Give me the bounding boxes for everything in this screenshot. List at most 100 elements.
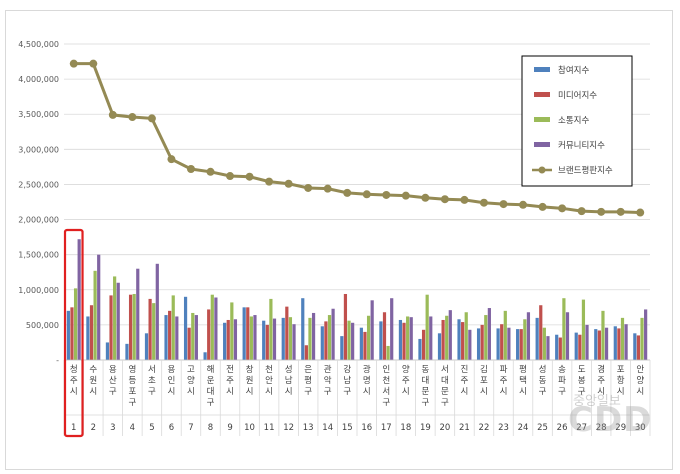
bar-참여지수 xyxy=(516,329,520,360)
bar-커뮤니티지수 xyxy=(429,316,433,360)
bar-커뮤니티지수 xyxy=(487,308,491,360)
line-point xyxy=(265,177,274,186)
bar-미디어지수 xyxy=(597,330,601,360)
bar-미디어지수 xyxy=(324,321,328,360)
rank-label: 19 xyxy=(420,423,431,433)
bar-커뮤니티지수 xyxy=(331,308,335,360)
bar-참여지수 xyxy=(633,333,637,360)
bar-소통지수 xyxy=(542,327,546,360)
bar-소통지수 xyxy=(191,312,195,360)
bar-소통지수 xyxy=(152,303,156,360)
bar-참여지수 xyxy=(496,328,500,360)
highlight-box xyxy=(63,228,84,438)
bar-커뮤니티지수 xyxy=(233,319,238,360)
bar-커뮤니티지수 xyxy=(77,239,81,360)
bar-커뮤니티지수 xyxy=(116,282,120,360)
line-point xyxy=(343,188,352,197)
bar-소통지수 xyxy=(406,316,410,360)
rank-label: 22 xyxy=(479,423,490,433)
legend-swatch xyxy=(534,142,550,147)
rank-label: 26 xyxy=(557,423,568,433)
bar-커뮤니티지수 xyxy=(468,329,472,360)
bar-참여지수 xyxy=(125,343,129,360)
line-point xyxy=(128,113,137,122)
bar-미디어지수 xyxy=(382,312,387,360)
line-point xyxy=(167,155,176,164)
rank-label: 16 xyxy=(361,423,372,433)
bar-커뮤니티지수 xyxy=(644,309,648,360)
rank-label: 13 xyxy=(303,423,314,433)
legend-label: 미디어지수 xyxy=(558,90,597,101)
bar-참여지수 xyxy=(398,319,403,360)
legend-swatch xyxy=(534,92,550,97)
bar-참여지수 xyxy=(223,322,227,360)
bar-참여지수 xyxy=(144,333,149,360)
bar-참여지수 xyxy=(320,326,324,360)
bar-미디어지수 xyxy=(636,335,641,360)
bar-소통지수 xyxy=(171,295,175,360)
bar-소통지수 xyxy=(288,317,293,360)
rank-label: 3 xyxy=(110,423,115,433)
line-point xyxy=(226,172,235,181)
bar-미디어지수 xyxy=(265,324,269,360)
y-tick-label: 1,000,000 xyxy=(18,286,59,295)
bar-커뮤니티지수 xyxy=(175,316,179,360)
bar-미디어지수 xyxy=(461,322,465,360)
bar-소통지수 xyxy=(347,320,351,360)
bar-참여지수 xyxy=(574,332,578,360)
line-point xyxy=(636,208,645,217)
bar-커뮤니티지수 xyxy=(585,324,589,360)
bar-커뮤니티지수 xyxy=(253,315,257,360)
y-tick-label: 4,000,000 xyxy=(18,75,59,84)
line-point xyxy=(616,207,625,216)
bar-참여지수 xyxy=(242,307,246,360)
rank-label: 18 xyxy=(400,423,411,433)
bar-미디어지수 xyxy=(285,306,289,360)
bar-소통지수 xyxy=(484,315,488,360)
y-tick-label: 4,500,000 xyxy=(18,40,59,49)
rank-label: 24 xyxy=(518,423,529,433)
bar-참여지수 xyxy=(555,334,559,360)
bar-미디어지수 xyxy=(109,295,113,360)
bar-참여지수 xyxy=(594,329,598,360)
bar-소통지수 xyxy=(620,317,625,360)
bar-참여지수 xyxy=(105,342,110,360)
bar-커뮤니티지수 xyxy=(155,263,159,360)
y-axis-ticks: - 500,000 1,000,000 1,500,000 2,000,000 2,500… xyxy=(18,40,59,365)
line-point xyxy=(597,207,606,216)
bar-참여지수 xyxy=(164,315,168,360)
highlight-rect xyxy=(63,228,84,438)
line-point xyxy=(558,204,567,213)
legend-swatch-marker xyxy=(538,166,546,174)
line-point xyxy=(245,172,254,181)
rank-label: 12 xyxy=(283,423,294,433)
legend-label: 참여지수 xyxy=(558,65,589,76)
bar-참여지수 xyxy=(457,319,461,360)
bar-소통지수 xyxy=(425,294,429,360)
bar-소통지수 xyxy=(210,294,214,360)
bar-미디어지수 xyxy=(148,298,152,360)
rank-label: 25 xyxy=(537,423,548,433)
rank-label: 17 xyxy=(381,423,392,433)
line-point xyxy=(519,200,528,209)
rank-label: 7 xyxy=(188,423,193,433)
bar-미디어지수 xyxy=(187,327,191,360)
bar-미디어지수 xyxy=(363,331,367,360)
bar-커뮤니티지수 xyxy=(292,324,296,360)
bar-미디어지수 xyxy=(226,319,230,360)
